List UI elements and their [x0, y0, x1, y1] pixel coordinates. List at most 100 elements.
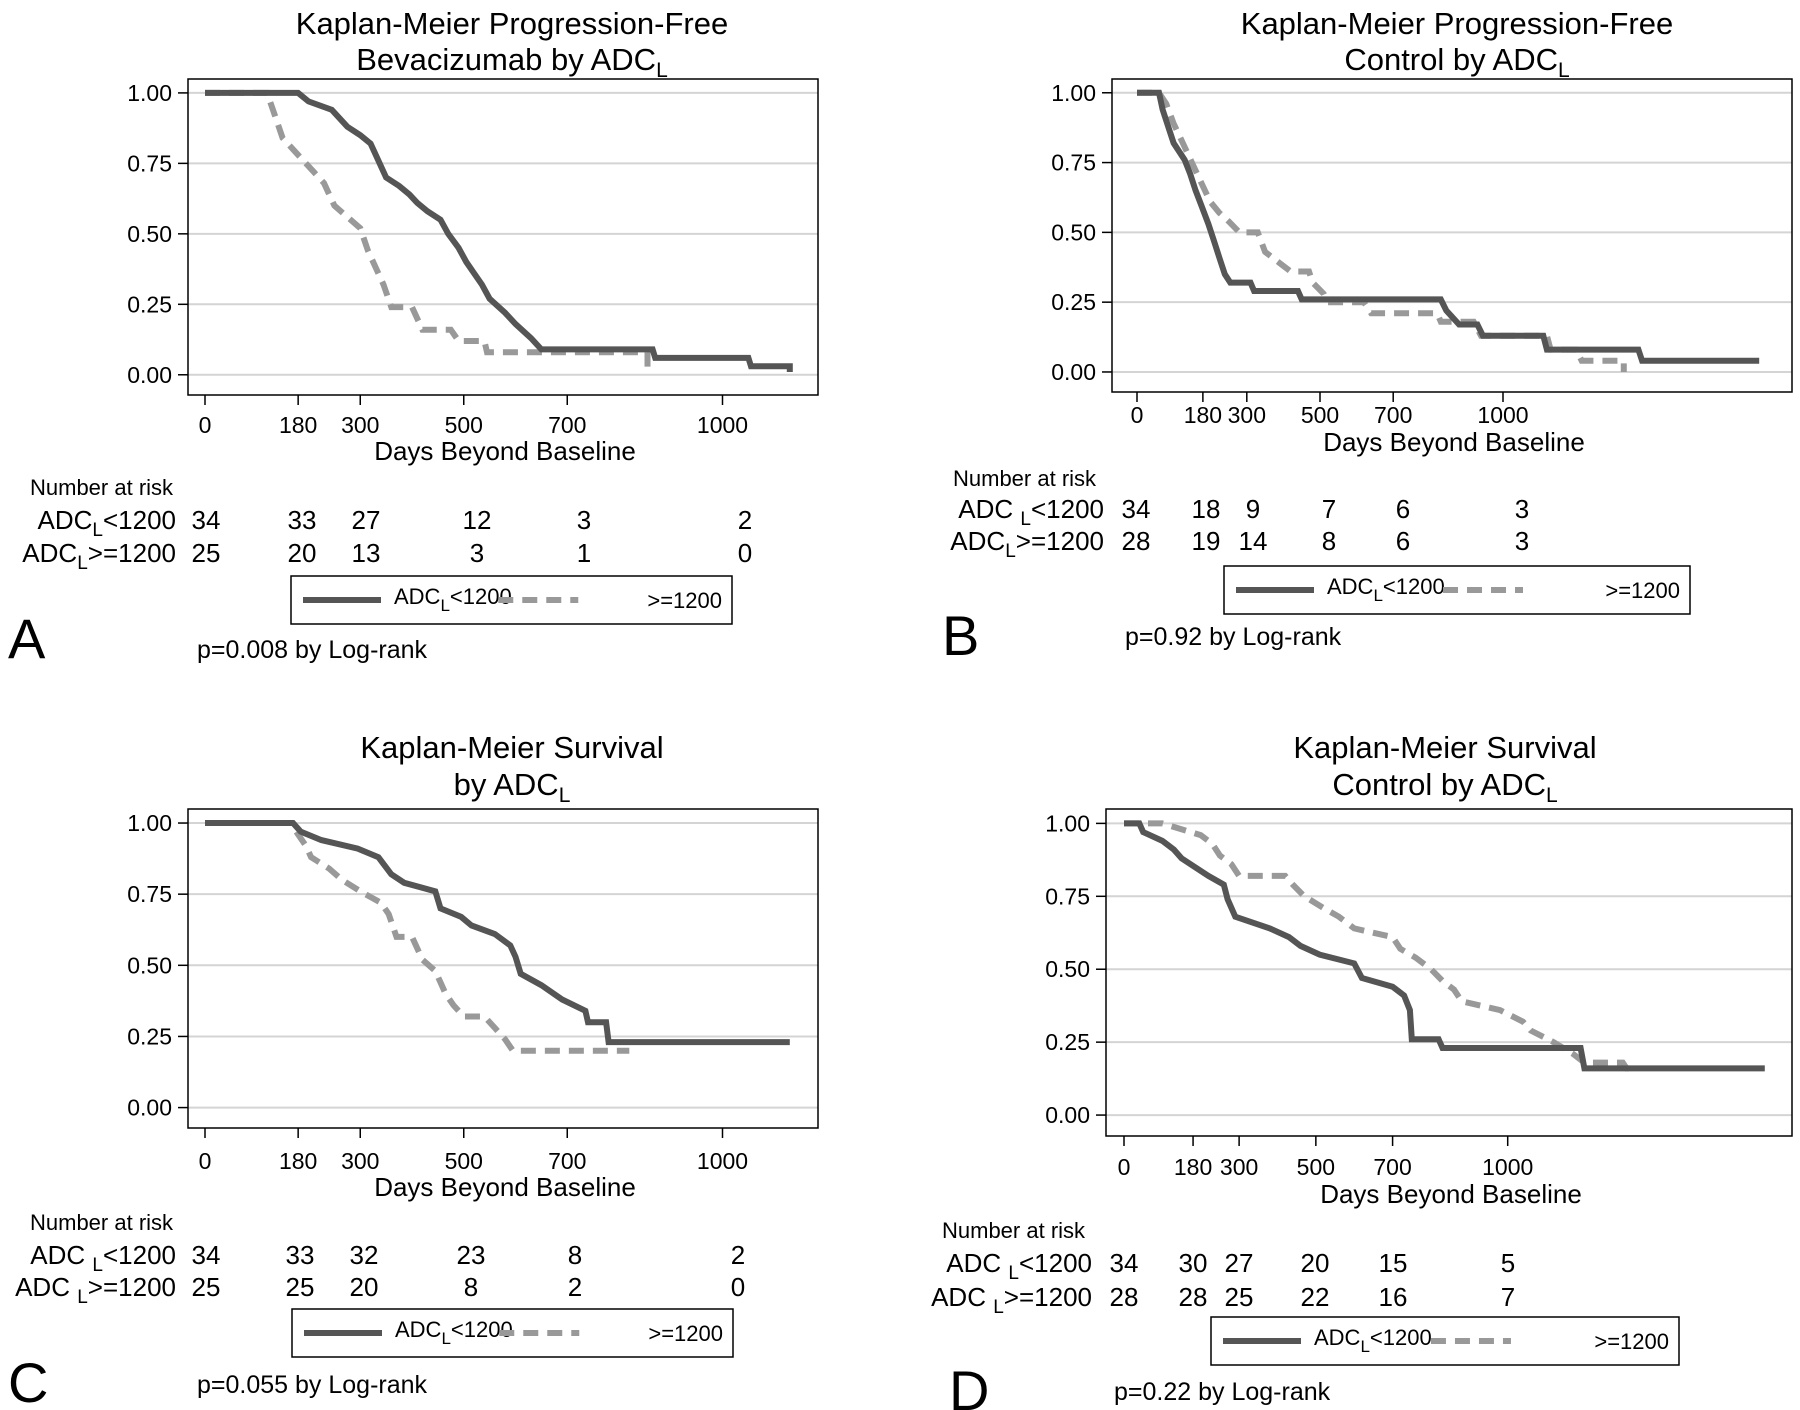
- series-line-adc-ge-1200: [1137, 89, 1627, 372]
- p-value-label: p=0.92 by Log-rank: [1125, 623, 1342, 651]
- y-tick-label: 0.00: [1045, 1102, 1090, 1128]
- series-line-adc-ge-1200: [205, 89, 651, 375]
- risk-count: 34: [1110, 1248, 1139, 1278]
- chart-title-line2: Control by ADCL: [1344, 42, 1569, 82]
- risk-count: 34: [192, 1240, 221, 1270]
- y-tick-label: 0.25: [127, 291, 172, 317]
- y-tick-label: 0.50: [1051, 219, 1096, 245]
- x-tick-label: 300: [1228, 402, 1266, 428]
- x-tick-label: 180: [279, 1148, 317, 1174]
- panel-letter: C: [8, 1351, 48, 1410]
- risk-count: 15: [1379, 1248, 1408, 1278]
- y-tick-label: 0.75: [1051, 150, 1096, 176]
- risk-table-header: Number at risk: [953, 466, 1097, 491]
- series-line-adc-ge-1200: [1124, 820, 1635, 1072]
- x-tick-label: 700: [548, 1148, 586, 1174]
- risk-count: 2: [731, 1240, 745, 1270]
- x-tick-label: 1000: [697, 1148, 748, 1174]
- x-axis-label: Days Beyond Baseline: [1323, 427, 1585, 457]
- y-tick-label: 1.00: [127, 80, 172, 106]
- risk-count: 19: [1192, 526, 1221, 556]
- risk-count: 0: [738, 538, 752, 568]
- risk-row-label: ADCL>=1200: [22, 538, 176, 574]
- risk-count: 20: [1301, 1248, 1330, 1278]
- legend-label-adc-lt-1200: ADCL<1200: [1327, 574, 1445, 605]
- risk-table: Number at risk ADC L<1200 34 30 27 20 15 5 ADC L…: [931, 1218, 1515, 1318]
- risk-table-header: Number at risk: [30, 475, 174, 500]
- x-tick-label: 700: [548, 412, 586, 438]
- risk-count: 8: [568, 1240, 582, 1270]
- risk-count: 2: [568, 1272, 582, 1302]
- x-tick-label: 180: [279, 412, 317, 438]
- risk-count: 25: [286, 1272, 315, 1302]
- x-tick-label: 180: [1174, 1154, 1212, 1180]
- legend-label-adc-ge-1200: >=1200: [648, 1321, 723, 1346]
- x-tick-label: 0: [1118, 1154, 1131, 1180]
- risk-count: 30: [1179, 1248, 1208, 1278]
- y-tick-label: 0.25: [1051, 289, 1096, 315]
- y-tick-label: 0.50: [127, 952, 172, 978]
- risk-count: 0: [731, 1272, 745, 1302]
- risk-row-label: ADC L<1200: [30, 1240, 176, 1276]
- chart-title-line1: Kaplan-Meier Survival: [360, 730, 663, 765]
- risk-count: 6: [1396, 526, 1410, 556]
- risk-count: 28: [1179, 1282, 1208, 1312]
- series-line-adc-lt-1200: [205, 820, 790, 1046]
- risk-row-label: ADCL<1200: [37, 505, 176, 541]
- plot-area: [1105, 808, 1793, 1137]
- risk-count: 20: [350, 1272, 379, 1302]
- risk-count: 16: [1379, 1282, 1408, 1312]
- x-tick-label: 180: [1184, 402, 1222, 428]
- legend-label-adc-ge-1200: >=1200: [1605, 578, 1680, 603]
- x-tick-label: 500: [445, 412, 483, 438]
- legend: ADCL<1200 >=1200: [291, 1308, 734, 1358]
- risk-count: 7: [1322, 494, 1336, 524]
- risk-count: 7: [1501, 1282, 1515, 1312]
- x-tick-label: 700: [1373, 1154, 1411, 1180]
- risk-count: 8: [464, 1272, 478, 1302]
- x-tick-label: 300: [341, 1148, 379, 1174]
- plot-area: [187, 808, 819, 1129]
- x-tick-label: 500: [1301, 402, 1339, 428]
- y-tick-label: 0.00: [127, 1095, 172, 1121]
- risk-count: 25: [192, 1272, 221, 1302]
- x-axis-label: Days Beyond Baseline: [374, 1172, 636, 1202]
- risk-count: 25: [1225, 1282, 1254, 1312]
- x-tick-label: 0: [199, 1148, 212, 1174]
- legend: ADCL<1200 >=1200: [290, 575, 733, 625]
- risk-row-label: ADC L>=1200: [15, 1272, 176, 1308]
- y-tick-label: 0.75: [1045, 883, 1090, 909]
- x-tick-label: 500: [445, 1148, 483, 1174]
- risk-count: 6: [1396, 494, 1410, 524]
- legend-label-adc-lt-1200: ADCL<1200: [394, 584, 512, 615]
- risk-row-label: ADC L>=1200: [931, 1282, 1092, 1318]
- x-axis-label: Days Beyond Baseline: [1320, 1179, 1582, 1209]
- chart-title-line1: Kaplan-Meier Survival: [1293, 730, 1596, 765]
- x-tick-label: 500: [1297, 1154, 1335, 1180]
- risk-count: 1: [577, 538, 591, 568]
- p-value-label: p=0.22 by Log-rank: [1114, 1378, 1331, 1406]
- risk-count: 14: [1239, 526, 1268, 556]
- chart-title-line2: Bevacizumab by ADCL: [356, 42, 668, 82]
- series-line-adc-ge-1200: [205, 820, 630, 1054]
- panel-A: Kaplan-Meier Progression-FreeBevacizumab…: [8, 6, 819, 670]
- risk-count: 20: [288, 538, 317, 568]
- y-tick-label: 1.00: [1045, 810, 1090, 836]
- risk-count: 27: [1225, 1248, 1254, 1278]
- p-value-label: p=0.055 by Log-rank: [197, 1371, 428, 1399]
- risk-count: 34: [192, 505, 221, 535]
- plot-area: [187, 78, 819, 396]
- risk-count: 27: [352, 505, 381, 535]
- risk-table-header: Number at risk: [942, 1218, 1086, 1243]
- risk-count: 3: [577, 505, 591, 535]
- risk-table: Number at risk ADC L<1200 34 18 9 7 6 3 ADCL>=12…: [950, 466, 1529, 562]
- risk-count: 3: [470, 538, 484, 568]
